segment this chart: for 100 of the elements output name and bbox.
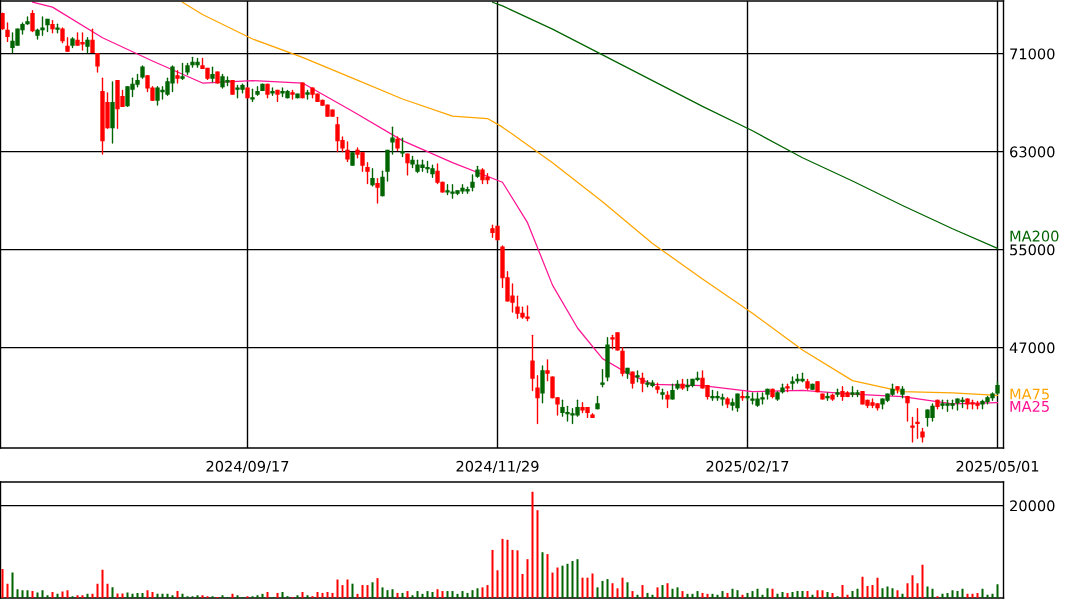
- bar: [6, 583, 9, 598]
- bar: [611, 583, 614, 598]
- bar: [521, 573, 524, 598]
- candlestick: [905, 395, 910, 422]
- bar: [16, 589, 19, 598]
- bar: [566, 563, 569, 598]
- candlestick: [345, 141, 350, 163]
- bar: [351, 583, 354, 598]
- bar: [256, 595, 259, 598]
- bar: [181, 593, 184, 598]
- bar: [706, 593, 709, 598]
- candlestick: [540, 365, 545, 404]
- bar: [426, 591, 429, 598]
- bar: [906, 583, 909, 598]
- bar: [166, 593, 169, 598]
- bar: [196, 595, 199, 598]
- bar: [386, 590, 389, 598]
- bar: [481, 587, 484, 598]
- bar: [221, 595, 224, 598]
- bar: [31, 591, 34, 598]
- bar: [281, 591, 284, 598]
- bar: [676, 587, 679, 598]
- bar: [801, 591, 804, 598]
- bar: [726, 592, 729, 598]
- bar: [121, 593, 124, 598]
- bar: [571, 561, 574, 598]
- candlestick: [620, 346, 625, 377]
- bar: [331, 592, 334, 598]
- bar: [771, 588, 774, 598]
- bar: [356, 593, 359, 598]
- bar: [651, 594, 654, 598]
- bar: [456, 593, 459, 598]
- bar: [781, 591, 784, 598]
- bar: [156, 593, 159, 598]
- bar: [91, 593, 94, 598]
- bar: [81, 595, 84, 598]
- y-tick-label: 63000: [1010, 146, 1055, 158]
- bar: [441, 591, 444, 598]
- bar: [21, 590, 24, 598]
- bar: [821, 590, 824, 598]
- bar: [466, 592, 469, 598]
- bar: [866, 585, 869, 598]
- bar: [871, 585, 874, 598]
- candlestick: [385, 149, 390, 182]
- bar: [846, 594, 849, 598]
- bar: [551, 572, 554, 598]
- series-label: MA75: [1010, 388, 1049, 400]
- bar: [126, 592, 129, 598]
- candlestick: [90, 28, 95, 54]
- bar: [431, 591, 434, 598]
- bar: [596, 587, 599, 598]
- bar: [971, 593, 974, 598]
- bar: [901, 593, 904, 598]
- bar: [746, 592, 749, 598]
- bar: [701, 592, 704, 598]
- bar: [966, 593, 969, 598]
- bar: [716, 594, 719, 598]
- candlestick: [365, 161, 370, 185]
- bar: [321, 592, 324, 598]
- bar: [391, 589, 394, 598]
- candlestick: [5, 22, 10, 43]
- bar: [581, 577, 584, 598]
- bar: [766, 588, 769, 598]
- bar: [436, 589, 439, 598]
- bar: [681, 591, 684, 598]
- candlestick: [915, 408, 920, 439]
- bar: [451, 591, 454, 598]
- bar: [116, 593, 119, 598]
- bar: [926, 586, 929, 598]
- line-series: [181, 1, 999, 396]
- bar: [561, 565, 564, 598]
- bar: [741, 594, 744, 598]
- bar: [401, 592, 404, 598]
- candlestick: [400, 137, 405, 158]
- bar: [276, 592, 279, 598]
- bar: [51, 591, 54, 598]
- bar: [921, 564, 924, 598]
- bar: [136, 592, 139, 598]
- y-tick-label: 20000: [1010, 500, 1055, 512]
- bar: [841, 585, 844, 598]
- bar: [111, 587, 114, 598]
- bar: [146, 590, 149, 598]
- bar: [131, 593, 134, 598]
- bar: [406, 591, 409, 598]
- bar: [151, 591, 154, 598]
- bar: [366, 585, 369, 598]
- bar: [101, 569, 104, 598]
- bar: [946, 592, 949, 598]
- bar: [661, 585, 664, 598]
- bar: [46, 595, 49, 598]
- y-tick-label: 55000: [1010, 244, 1055, 256]
- series-label: MA25: [1010, 400, 1049, 412]
- candlestick: [380, 170, 385, 197]
- candlestick: [375, 177, 380, 204]
- bar: [641, 585, 644, 598]
- y-tick-label: 47000: [1009, 342, 1055, 354]
- line-series: [491, 1, 999, 250]
- candlestick: [30, 10, 35, 33]
- bar: [691, 593, 694, 598]
- bar: [161, 593, 164, 598]
